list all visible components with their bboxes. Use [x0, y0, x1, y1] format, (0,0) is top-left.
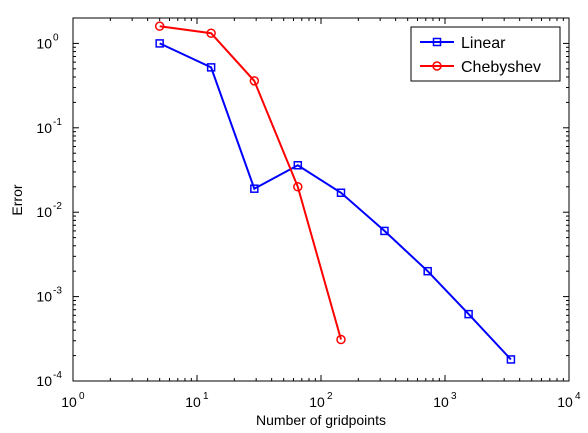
data-point-chebyshev — [293, 182, 303, 192]
y-axis-label: Error — [9, 184, 25, 215]
x-tick-label: 10 — [557, 394, 573, 410]
data-point-linear — [155, 39, 164, 48]
x-tick-label: 10 — [61, 394, 77, 410]
tick-labels: 10 0 10 1 10 2 10 3 10 410 -410 -310 -210 -110 0 — [36, 32, 581, 410]
legend-marker-chebyshev — [432, 61, 442, 71]
data-point-linear — [250, 184, 259, 193]
data-series — [154, 21, 516, 364]
x-tick-exponent: 2 — [327, 391, 333, 402]
y-tick-exponent: -3 — [53, 286, 62, 297]
y-tick-exponent: 0 — [53, 32, 59, 43]
legend: Linear Chebyshev — [410, 26, 561, 82]
data-point-chebyshev — [336, 334, 346, 345]
y-tick-exponent: -2 — [53, 201, 62, 212]
legend-label-linear: Linear — [461, 35, 506, 52]
data-point-chebyshev — [249, 76, 260, 86]
y-tick-label: 10 — [36, 289, 52, 305]
y-tick-label: 10 — [36, 373, 52, 389]
y-tick-label: 10 — [36, 120, 52, 136]
data-point-linear — [206, 63, 216, 72]
x-tick-label: 10 — [433, 394, 449, 410]
data-point-linear — [464, 309, 473, 319]
x-tick-exponent: 0 — [79, 391, 85, 402]
y-tick-label: 10 — [36, 35, 52, 51]
data-point-chebyshev — [206, 28, 216, 38]
legend-item-chebyshev: Chebyshev — [420, 59, 541, 76]
x-tick-exponent: 1 — [203, 391, 209, 402]
series-line-linear — [159, 42, 512, 361]
data-point-linear — [506, 355, 516, 364]
legend-label-chebyshev: Chebyshev — [461, 59, 541, 76]
y-tick-exponent: -1 — [53, 117, 62, 128]
x-tick-label: 10 — [309, 394, 325, 410]
x-axis-label: Number of gridpoints — [256, 412, 386, 428]
data-point-linear — [336, 188, 346, 198]
series-line-chebyshev — [159, 25, 342, 340]
series-chebyshev — [154, 21, 346, 345]
data-point-linear — [423, 266, 432, 276]
series-linear — [155, 39, 516, 364]
data-point-linear — [293, 161, 303, 170]
x-tick-label: 10 — [185, 394, 201, 410]
x-tick-exponent: 3 — [451, 391, 457, 402]
legend-item-linear: Linear — [420, 35, 506, 52]
data-point-chebyshev — [154, 21, 165, 31]
axis-ticks — [72, 17, 570, 382]
x-tick-exponent: 4 — [575, 391, 581, 402]
data-point-linear — [380, 226, 389, 236]
y-tick-label: 10 — [36, 204, 52, 220]
legend-marker-linear — [432, 37, 442, 47]
y-tick-exponent: -4 — [53, 370, 62, 381]
